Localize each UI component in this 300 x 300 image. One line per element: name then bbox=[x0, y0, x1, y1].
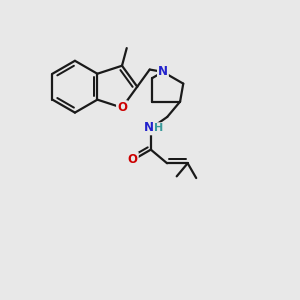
Text: O: O bbox=[117, 101, 127, 114]
Text: N: N bbox=[158, 65, 168, 78]
Text: H: H bbox=[154, 123, 164, 133]
Text: O: O bbox=[128, 153, 138, 166]
Text: N: N bbox=[144, 121, 154, 134]
